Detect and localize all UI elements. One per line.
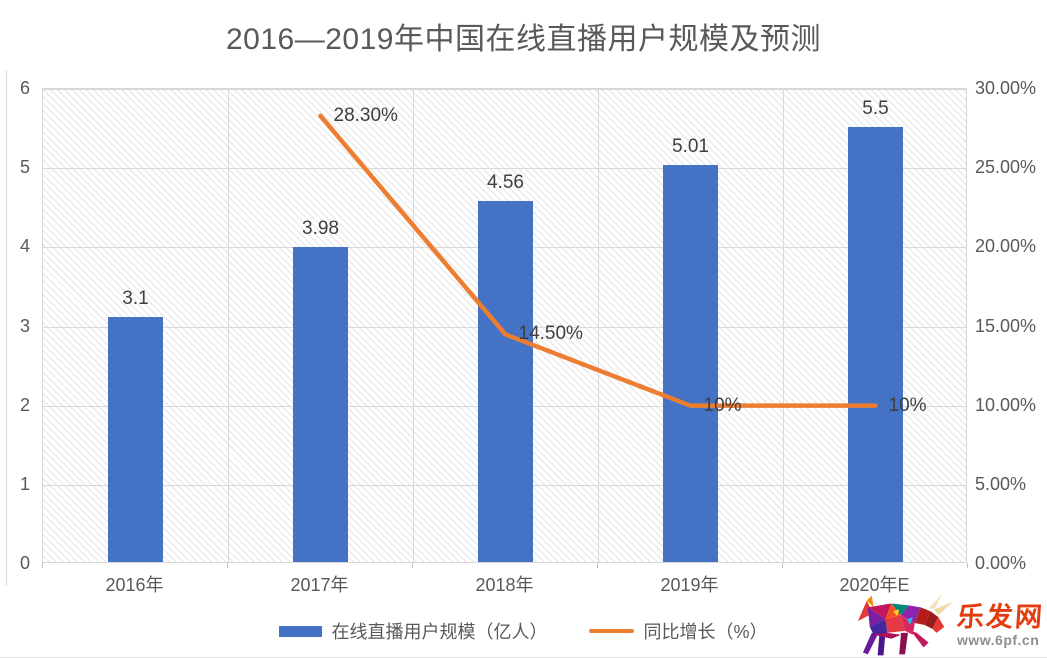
x-axis-tick-mark xyxy=(42,563,43,568)
site-logo: 乐发网 www.6pf.cn xyxy=(858,593,1046,657)
bar-value-label: 3.1 xyxy=(122,287,149,309)
x-axis: 2016年 2017年 2018年 2019年 2020年E xyxy=(42,563,968,597)
x-axis-tick-mark xyxy=(967,563,968,568)
line-point-label: 28.30% xyxy=(333,104,398,126)
gridline-vertical xyxy=(228,89,229,562)
line-point-label: 10% xyxy=(888,394,927,416)
bar-value-label: 4.56 xyxy=(487,172,524,193)
left-axis-tick-label: 3 xyxy=(19,315,30,336)
legend-item-growth: 同比增长（%） xyxy=(589,618,768,644)
x-axis-tick-mark xyxy=(782,563,783,568)
right-axis-tick-label: 10.00% xyxy=(975,394,1037,415)
left-axis-tick-label: 2 xyxy=(19,394,30,415)
brand-name: 乐发网 xyxy=(955,601,1046,632)
left-axis-tick-label: 0 xyxy=(19,553,30,573)
legend-bar-swatch xyxy=(279,625,323,637)
bar-2019年 xyxy=(663,165,718,562)
x-axis-tick-mark xyxy=(597,563,598,568)
bar-2020年E xyxy=(848,126,903,562)
x-axis-category-label: 2020年E xyxy=(839,575,910,595)
left-border-line xyxy=(6,70,7,586)
gridline-horizontal xyxy=(43,168,966,170)
right-axis-tick-label: 15.00% xyxy=(975,315,1037,336)
left-axis-tick-label: 4 xyxy=(19,236,30,257)
growth-line xyxy=(318,113,878,408)
gridline-vertical xyxy=(413,89,414,562)
bar-2016年 xyxy=(108,316,163,562)
bar-value-label: 5.5 xyxy=(862,97,889,119)
left-axis-tick-label: 6 xyxy=(19,78,30,98)
gridline-vertical xyxy=(783,89,784,562)
x-axis-category-label: 2018年 xyxy=(475,575,534,595)
bull-logo-icon xyxy=(858,593,954,656)
bottom-border-line xyxy=(0,657,1047,658)
x-axis-category-label: 2016年 xyxy=(105,575,164,595)
legend-line-swatch xyxy=(589,628,635,634)
left-axis: 0 1 2 3 4 5 6 xyxy=(0,78,32,573)
x-axis-category-label: 2017年 xyxy=(290,575,349,595)
gridline-horizontal xyxy=(43,89,966,90)
bar-2017年 xyxy=(293,246,348,562)
line-point-label: 14.50% xyxy=(518,323,583,345)
right-axis-tick-label: 20.00% xyxy=(975,236,1037,257)
x-axis-category-label: 2019年 xyxy=(660,575,719,595)
line-point-label: 10% xyxy=(703,394,742,416)
bar-2018年 xyxy=(478,201,533,562)
legend-item-user-scale: 在线直播用户规模（亿人） xyxy=(279,618,547,644)
right-axis-tick-label: 30.00% xyxy=(975,78,1037,98)
x-axis-tick-mark xyxy=(227,563,228,568)
legend-label-user-scale: 在线直播用户规模（亿人） xyxy=(331,622,548,642)
gridline-vertical xyxy=(598,89,599,562)
legend-label-growth: 同比增长（%） xyxy=(643,622,768,642)
bar-value-label: 5.01 xyxy=(672,136,709,158)
plot-area: 3.1 3.98 4.56 5.01 5.5 28.30% 14.50% 10% 10% xyxy=(42,88,967,563)
right-axis-tick-label: 5.00% xyxy=(975,473,1027,494)
chart-title: 2016—2019年中国在线直播用户规模及预测 xyxy=(226,23,821,56)
right-axis-tick-label: 25.00% xyxy=(975,157,1037,178)
right-axis-tick-label: 0.00% xyxy=(975,553,1027,573)
brand-url: www.6pf.cn xyxy=(957,631,1040,648)
bar-value-label: 3.98 xyxy=(302,217,339,239)
x-axis-tick-mark xyxy=(412,563,413,568)
legend: 在线直播用户规模（亿人） 同比增长（%） xyxy=(0,617,1047,645)
left-axis-tick-label: 5 xyxy=(19,157,30,178)
left-axis-tick-label: 1 xyxy=(19,473,30,494)
right-axis: 0.00% 5.00% 10.00% 15.00% 20.00% 25.00% 30.00% xyxy=(975,78,1047,573)
